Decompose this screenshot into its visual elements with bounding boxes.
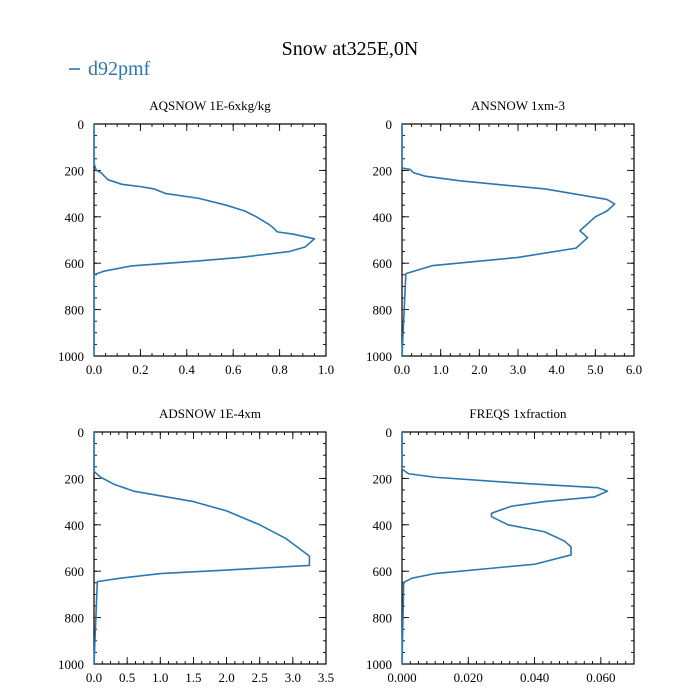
adsnow-x-tick-label: 2.0 <box>218 670 234 685</box>
freqs-y-tick-label: 600 <box>373 564 393 579</box>
freqs-x-tick-label: 0.000 <box>387 670 416 685</box>
adsnow-x-tick-label: 1.5 <box>185 670 201 685</box>
aqsnow-x-tick-label: 0.4 <box>179 362 196 377</box>
aqsnow-x-tick-label: 0.8 <box>271 362 287 377</box>
adsnow-x-tick-label: 0.0 <box>86 670 102 685</box>
aqsnow-title: AQSNOW 1E-6xkg/kg <box>149 98 271 113</box>
ansnow-x-tick-label: 4.0 <box>549 362 565 377</box>
ansnow-x-tick-label: 5.0 <box>587 362 603 377</box>
ansnow-series-line <box>401 124 616 357</box>
ansnow-y-tick-label: 200 <box>373 163 393 178</box>
freqs-frame <box>401 431 635 665</box>
ansnow-y-tick-label: 400 <box>373 210 393 225</box>
panel-adsnow: ADSNOW 1E-4xm 0.0 0.5 1.0 1.5 2.0 2.5 3.0 3.5 0 20… <box>58 406 334 685</box>
aqsnow-x-tick-label: 1.0 <box>318 362 334 377</box>
aqsnow-frame <box>93 123 327 357</box>
panel-ansnow: ANSNOW 1xm-3 0.0 1.0 2.0 3.0 4.0 5.0 6.0 0 200 400… <box>366 98 642 377</box>
aqsnow-y-tick-label: 800 <box>65 303 85 318</box>
panel-aqsnow: AQSNOW 1E-6xkg/kg 0.0 0.2 0.4 0.6 0.8 1.0 0 200 4… <box>58 98 334 377</box>
adsnow-y-tick-label: 600 <box>65 564 85 579</box>
aqsnow-series-line <box>93 124 316 356</box>
adsnow-y-tick-label: 1000 <box>58 657 84 672</box>
ansnow-y-tick-label: 600 <box>373 256 393 271</box>
ansnow-title: ANSNOW 1xm-3 <box>471 98 565 113</box>
ansnow-x-tick-label: 1.0 <box>433 362 449 377</box>
freqs-x-tick-label: 0.060 <box>586 670 615 685</box>
adsnow-y-tick-label: 0 <box>78 425 85 440</box>
adsnow-y-tick-label: 200 <box>65 471 85 486</box>
legend: d92pmf <box>69 58 151 80</box>
freqs-x-tick-label: 0.040 <box>520 670 549 685</box>
aqsnow-x-tick-label: 0.2 <box>132 362 148 377</box>
adsnow-x-tick-label: 3.5 <box>318 670 334 685</box>
ansnow-x-tick-label: 6.0 <box>626 362 642 377</box>
freqs-x-tick-label: 0.020 <box>454 670 483 685</box>
figure-title: Snow at325E,0N <box>282 38 419 60</box>
freqs-y-tick-label: 1000 <box>366 657 392 672</box>
panel-freqs: FREQS 1xfraction 0.000 0.020 0.040 0.060 0 200… <box>366 406 635 685</box>
adsnow-y-tick-label: 400 <box>65 518 85 533</box>
freqs-y-tick-label: 200 <box>373 471 393 486</box>
aqsnow-y-tick-label: 200 <box>65 163 85 178</box>
aqsnow-y-tick-label: 0 <box>78 117 85 132</box>
freqs-series-line <box>401 432 609 665</box>
aqsnow-y-tick-label: 1000 <box>58 349 84 364</box>
aqsnow-y-tick-label: 600 <box>65 256 85 271</box>
aqsnow-y-tick-label: 400 <box>65 210 85 225</box>
adsnow-x-tick-label: 2.5 <box>252 670 268 685</box>
ansnow-x-tick-label: 3.0 <box>510 362 526 377</box>
adsnow-y-tick-label: 800 <box>65 611 85 626</box>
adsnow-frame <box>93 431 327 665</box>
adsnow-x-tick-label: 0.5 <box>119 670 135 685</box>
adsnow-title: ADSNOW 1E-4xm <box>159 406 261 421</box>
ansnow-y-tick-label: 0 <box>386 117 393 132</box>
aqsnow-x-tick-label: 0.6 <box>225 362 242 377</box>
freqs-y-tick-label: 800 <box>373 611 393 626</box>
adsnow-series-line <box>93 432 311 665</box>
freqs-y-tick-label: 400 <box>373 518 393 533</box>
adsnow-x-tick-label: 1.0 <box>152 670 168 685</box>
ansnow-x-tick-label: 2.0 <box>471 362 487 377</box>
ansnow-y-tick-label: 800 <box>373 303 393 318</box>
freqs-y-tick-label: 0 <box>386 425 393 440</box>
ansnow-y-tick-label: 1000 <box>366 349 392 364</box>
freqs-title: FREQS 1xfraction <box>469 406 567 421</box>
adsnow-x-tick-label: 3.0 <box>285 670 301 685</box>
ansnow-x-tick-label: 0.0 <box>394 362 410 377</box>
legend-label: d92pmf <box>88 58 151 80</box>
aqsnow-x-tick-label: 0.0 <box>86 362 102 377</box>
ansnow-frame <box>401 123 635 357</box>
